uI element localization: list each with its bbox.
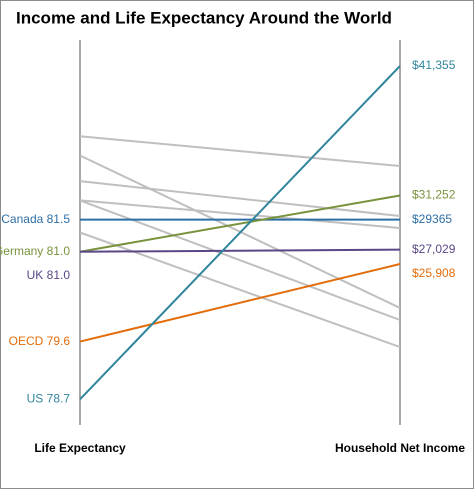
slope-line [79, 180, 401, 218]
value-label: $31,252 [412, 188, 456, 202]
value-label: $25,908 [412, 266, 456, 280]
chart-title: Income and Life Expectancy Around the Wo… [16, 8, 392, 27]
value-label: UK 81.0 [27, 268, 71, 282]
axis-label: Life Expectancy [34, 441, 126, 455]
value-label: Germany 81.0 [0, 244, 70, 258]
axis-label: Household Net Income [335, 441, 465, 455]
slope-line [79, 199, 401, 229]
slope-line [79, 194, 401, 253]
value-label: US 78.7 [27, 392, 71, 406]
value-label: OECD 79.6 [9, 334, 71, 348]
slope-line [79, 135, 401, 168]
slope-line [79, 263, 401, 343]
slope-line [79, 65, 401, 401]
value-label: $41,355 [412, 58, 456, 72]
value-label: $29365 [412, 212, 452, 226]
value-label: Canada 81.5 [1, 212, 70, 226]
slope-line [79, 248, 401, 253]
value-label: $27,029 [412, 242, 456, 256]
